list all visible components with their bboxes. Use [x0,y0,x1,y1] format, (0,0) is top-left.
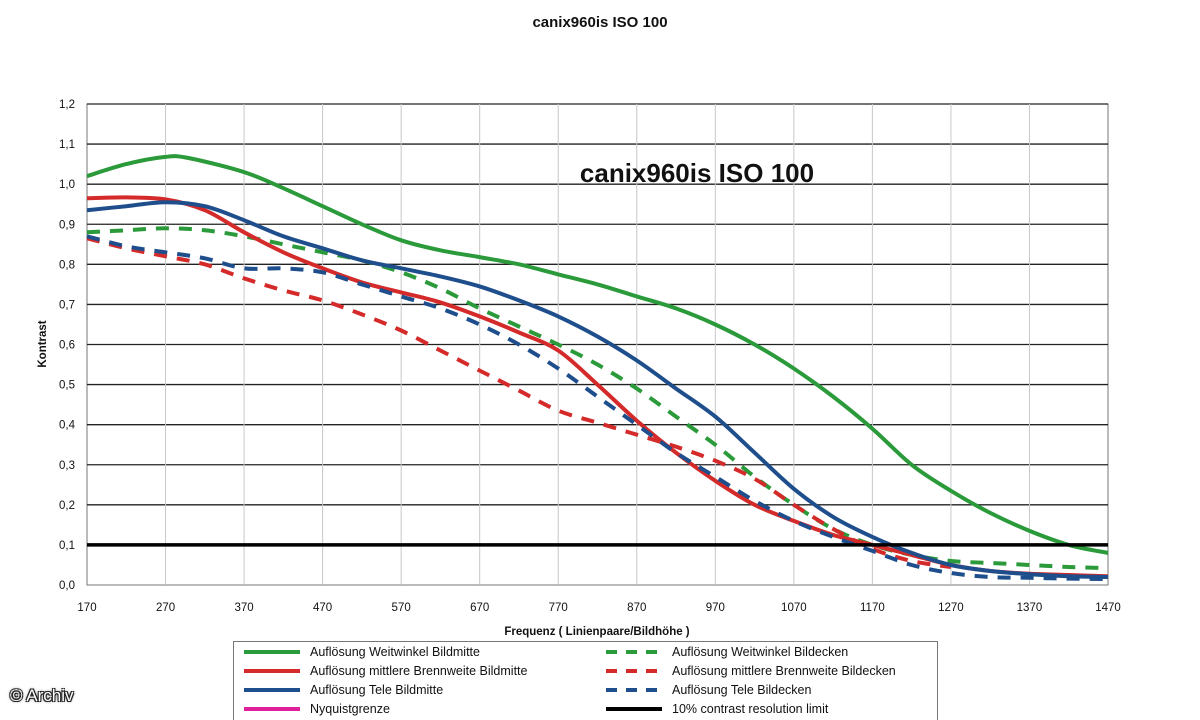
x-tick-label: 1170 [860,602,885,614]
series-line-0 [86,154,1109,555]
legend-label: Auflösung Tele Bildmitte [310,683,444,697]
legend-item: Auflösung Tele Bildecken [604,681,811,699]
legend-label: Auflösung mittlere Brennweite Bildmitte [310,664,528,678]
legend-item: Auflösung Weitwinkel Bildecken [604,643,848,661]
legend-label: Auflösung Weitwinkel Bildmitte [310,645,480,659]
y-tick-label: 0,4 [59,420,76,432]
legend-label: Auflösung Weitwinkel Bildecken [672,645,849,659]
legend: Auflösung Weitwinkel Bildmitte Auflösung … [233,641,938,720]
legend-swatch [604,664,664,678]
legend-swatch [604,645,664,659]
y-tick-label: 0,6 [59,340,75,352]
x-tick-label: 1470 [1095,602,1121,614]
x-tick-label: 370 [234,602,253,614]
x-tick-label: 270 [156,602,175,614]
x-tick-label: 870 [627,602,646,614]
legend-swatch [604,702,664,716]
copyright-text: © Archiv [10,686,74,705]
series-line-4 [86,200,1109,579]
x-tick-label: 1370 [1017,602,1043,614]
legend-item: Auflösung Weitwinkel Bildmitte [242,643,480,661]
series-line-3 [86,236,952,569]
legend-label: Auflösung Tele Bildecken [672,683,812,697]
y-tick-label: 0,0 [59,580,75,592]
y-tick-label: 1,2 [59,99,75,111]
y-tick-label: 1,1 [59,139,75,151]
legend-item: Auflösung mittlere Brennweite Bildmitte [242,662,527,680]
legend-label: 10% contrast resolution limit [672,702,829,716]
y-axis-label: Kontrast [37,320,49,367]
inset-title: canix960is ISO 100 [580,158,814,188]
series-line-5 [86,234,1109,581]
legend-swatch [242,645,302,659]
y-tick-label: 0,2 [59,500,75,512]
legend-swatch [242,683,302,697]
x-tick-label: 570 [392,602,411,614]
y-tick-label: 0,7 [59,299,75,311]
legend-swatch [604,683,664,697]
chart-title: canix960is ISO 100 [532,14,668,31]
legend-item: Auflösung mittlere Brennweite Bildecken [604,662,896,680]
x-tick-label: 970 [706,602,725,614]
legend-item: Nyquistgrenze [242,700,390,718]
y-tick-label: 0,3 [59,460,75,472]
y-tick-label: 0,1 [59,540,75,552]
x-tick-label: 770 [549,602,568,614]
y-tick-label: 0,9 [59,219,75,231]
x-tick-label: 470 [313,602,332,614]
x-axis-label: Frequenz ( Linienpaare/Bildhöhe ) [504,626,689,638]
legend-label: Nyquistgrenze [310,702,390,716]
legend-swatch [242,702,302,716]
y-tick-label: 0,5 [59,380,75,392]
x-tick-label: 170 [77,602,96,614]
y-tick-label: 0,8 [59,259,75,271]
y-tick-label: 1,0 [59,179,75,191]
legend-swatch [242,664,302,678]
legend-label: Auflösung mittlere Brennweite Bildecken [672,664,896,678]
x-tick-label: 1070 [781,602,807,614]
legend-item: Auflösung Tele Bildmitte [242,681,443,699]
x-tick-label: 1270 [938,602,964,614]
legend-item: 10% contrast resolution limit [604,700,828,718]
x-tick-label: 670 [470,602,489,614]
